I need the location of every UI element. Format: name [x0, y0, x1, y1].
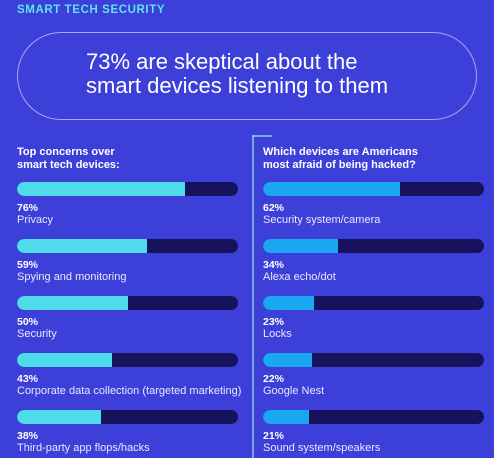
concern-bar-track [17, 239, 238, 253]
headline-line-2: smart devices listening to them [86, 73, 389, 98]
hacked-devices-heading: Which devices are Americans most afraid … [263, 146, 485, 180]
concern-percent-label: 43% [17, 373, 39, 385]
device-bar-track [263, 410, 484, 424]
device-bar [263, 410, 310, 424]
device-bar [263, 239, 339, 253]
concern-category-label: Corporate data collection (targeted mark… [17, 385, 242, 397]
device-category-label: Security system/camera [263, 214, 381, 226]
concern-bar-track [17, 353, 238, 367]
concern-bar-track [17, 296, 238, 310]
hacked-devices-chart: Which devices are Americans most afraid … [263, 146, 485, 454]
concern-bar-track [17, 410, 238, 424]
device-item: 21% Sound system/speakers [263, 410, 485, 455]
concern-percent-label: 50% [17, 316, 39, 328]
concern-percent-label: 59% [17, 259, 39, 271]
headline-line-1: 73% are skeptical about the [86, 49, 358, 74]
device-percent-label: 21% [263, 430, 285, 442]
device-bar-track [263, 353, 484, 367]
concern-item: 50% Security [17, 296, 239, 341]
concern-item: 76% Privacy [17, 182, 239, 227]
device-item: 23% Locks [263, 296, 485, 341]
concern-category-label: Spying and monitoring [17, 271, 127, 283]
concern-category-label: Third-party app flops/hacks [17, 442, 150, 454]
device-item: 34% Alexa echo/dot [263, 239, 485, 284]
concern-bar-track [17, 182, 238, 196]
concern-item: 59% Spying and monitoring [17, 239, 239, 284]
device-bar-track [263, 182, 484, 196]
concern-bar [17, 296, 128, 310]
concern-item: 38% Third-party app flops/hacks [17, 410, 239, 455]
device-percent-label: 22% [263, 373, 285, 385]
hacked-devices-heading-line-2: most afraid of being hacked? [263, 159, 416, 171]
device-bar-track [263, 239, 484, 253]
concern-bar [17, 353, 113, 367]
concern-category-label: Security [17, 328, 57, 340]
concern-bar [17, 182, 185, 196]
hacked-devices-heading-line-1: Which devices are Americans [263, 146, 418, 158]
top-concerns-chart: Top concerns over smart tech devices: 76… [17, 146, 241, 454]
device-category-label: Google Nest [263, 385, 325, 397]
section-label: SMART TECH SECURITY [17, 4, 166, 16]
top-concerns-heading: Top concerns over smart tech devices: [17, 146, 239, 180]
concern-bar [17, 239, 148, 253]
device-item: 22% Google Nest [263, 353, 485, 398]
device-bar [263, 296, 314, 310]
column-divider-tick [252, 135, 272, 137]
concern-bar [17, 410, 101, 424]
top-concerns-heading-line-2: smart tech devices: [17, 159, 120, 171]
device-category-label: Locks [263, 328, 292, 340]
device-item: 62% Security system/camera [263, 182, 485, 227]
device-bar [263, 182, 401, 196]
device-category-label: Sound system/speakers [263, 442, 381, 454]
concern-percent-label: 38% [17, 430, 39, 442]
headline: 73% are skeptical about the smart device… [86, 50, 388, 98]
headline-pill: 73% are skeptical about the smart device… [17, 32, 477, 120]
concern-percent-label: 76% [17, 202, 39, 214]
device-percent-label: 62% [263, 202, 285, 214]
top-concerns-heading-line-1: Top concerns over [17, 146, 115, 158]
device-bar-track [263, 296, 484, 310]
device-category-label: Alexa echo/dot [263, 271, 336, 283]
device-percent-label: 34% [263, 259, 285, 271]
device-percent-label: 23% [263, 316, 285, 328]
column-divider [252, 135, 254, 458]
device-bar [263, 353, 312, 367]
concern-item: 43% Corporate data collection (targeted m… [17, 353, 242, 398]
concern-category-label: Privacy [17, 214, 54, 226]
